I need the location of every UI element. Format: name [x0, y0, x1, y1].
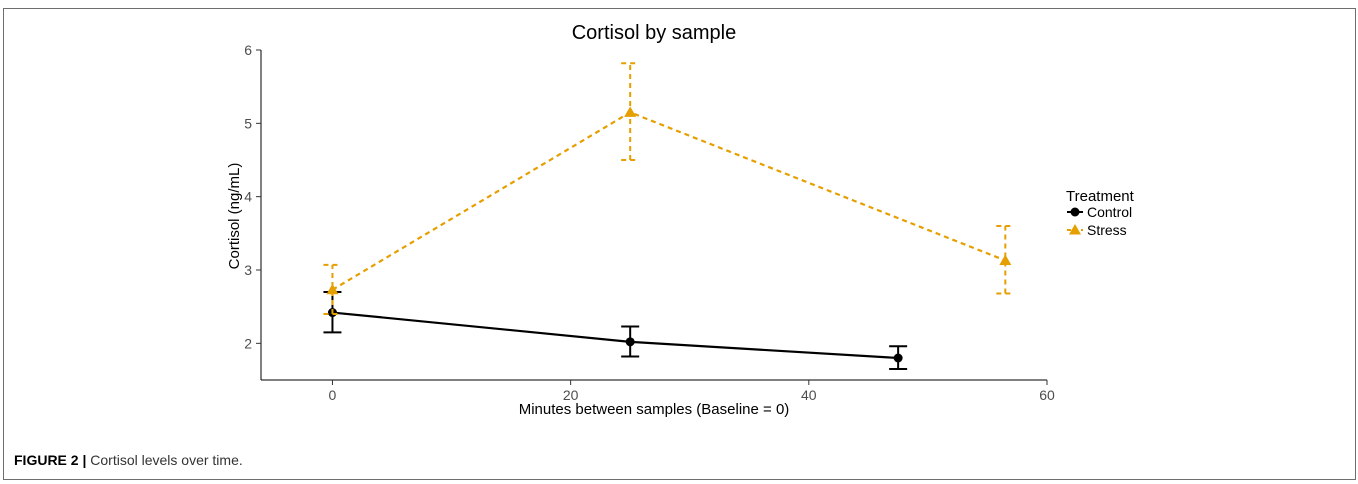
stress-error-bar [996, 225, 1015, 295]
chart-title: Cortisol by sample [572, 22, 737, 44]
legend-control-label: Control [1087, 204, 1132, 220]
series-control [323, 291, 908, 370]
legend-item-stress: Stress [1067, 222, 1127, 238]
caption-text: Cortisol levels over time. [86, 452, 243, 468]
x-tick-label: 20 [563, 387, 579, 403]
legend-items: Control Stress [1067, 204, 1132, 238]
x-tick-label: 40 [801, 387, 817, 403]
x-tick-label: 0 [329, 387, 337, 403]
tick-group: 0 20 40 60 2 3 4 5 6 [244, 42, 1055, 403]
legend-item-control: Control [1067, 204, 1132, 220]
y-tick-label: 3 [244, 262, 252, 278]
stress-point [624, 106, 637, 117]
y-tick-label: 5 [244, 115, 252, 131]
series-control-line [332, 311, 899, 360]
y-tick-label: 6 [244, 42, 252, 58]
y-tick-label: 2 [244, 335, 252, 351]
caption-label: FIGURE 2 | [14, 452, 87, 468]
legend-title: Treatment [1066, 188, 1135, 205]
stress-error-bar [323, 263, 342, 315]
series-stress [323, 62, 1015, 315]
x-tick-label: 60 [1039, 387, 1055, 403]
series-stress-line [331, 111, 1006, 291]
figure-frame [3, 8, 1356, 480]
data-marks [323, 62, 1015, 370]
y-axis-label: Cortisol (ng/mL) [226, 163, 243, 270]
control-point [893, 353, 903, 363]
axes [260, 50, 1047, 381]
legend-control-marker [1070, 207, 1080, 217]
control-point [625, 337, 635, 347]
y-tick-label: 4 [244, 189, 252, 205]
stress-point [326, 283, 339, 295]
legend: Treatment Control Stress [1066, 188, 1135, 238]
legend-stress-label: Stress [1087, 222, 1127, 238]
legend-stress-marker [1069, 224, 1081, 235]
stress-point [999, 254, 1012, 265]
figure-caption: FIGURE 2 | Cortisol levels over time. [14, 452, 243, 468]
x-axis-label: Minutes between samples (Baseline = 0) [519, 401, 790, 418]
